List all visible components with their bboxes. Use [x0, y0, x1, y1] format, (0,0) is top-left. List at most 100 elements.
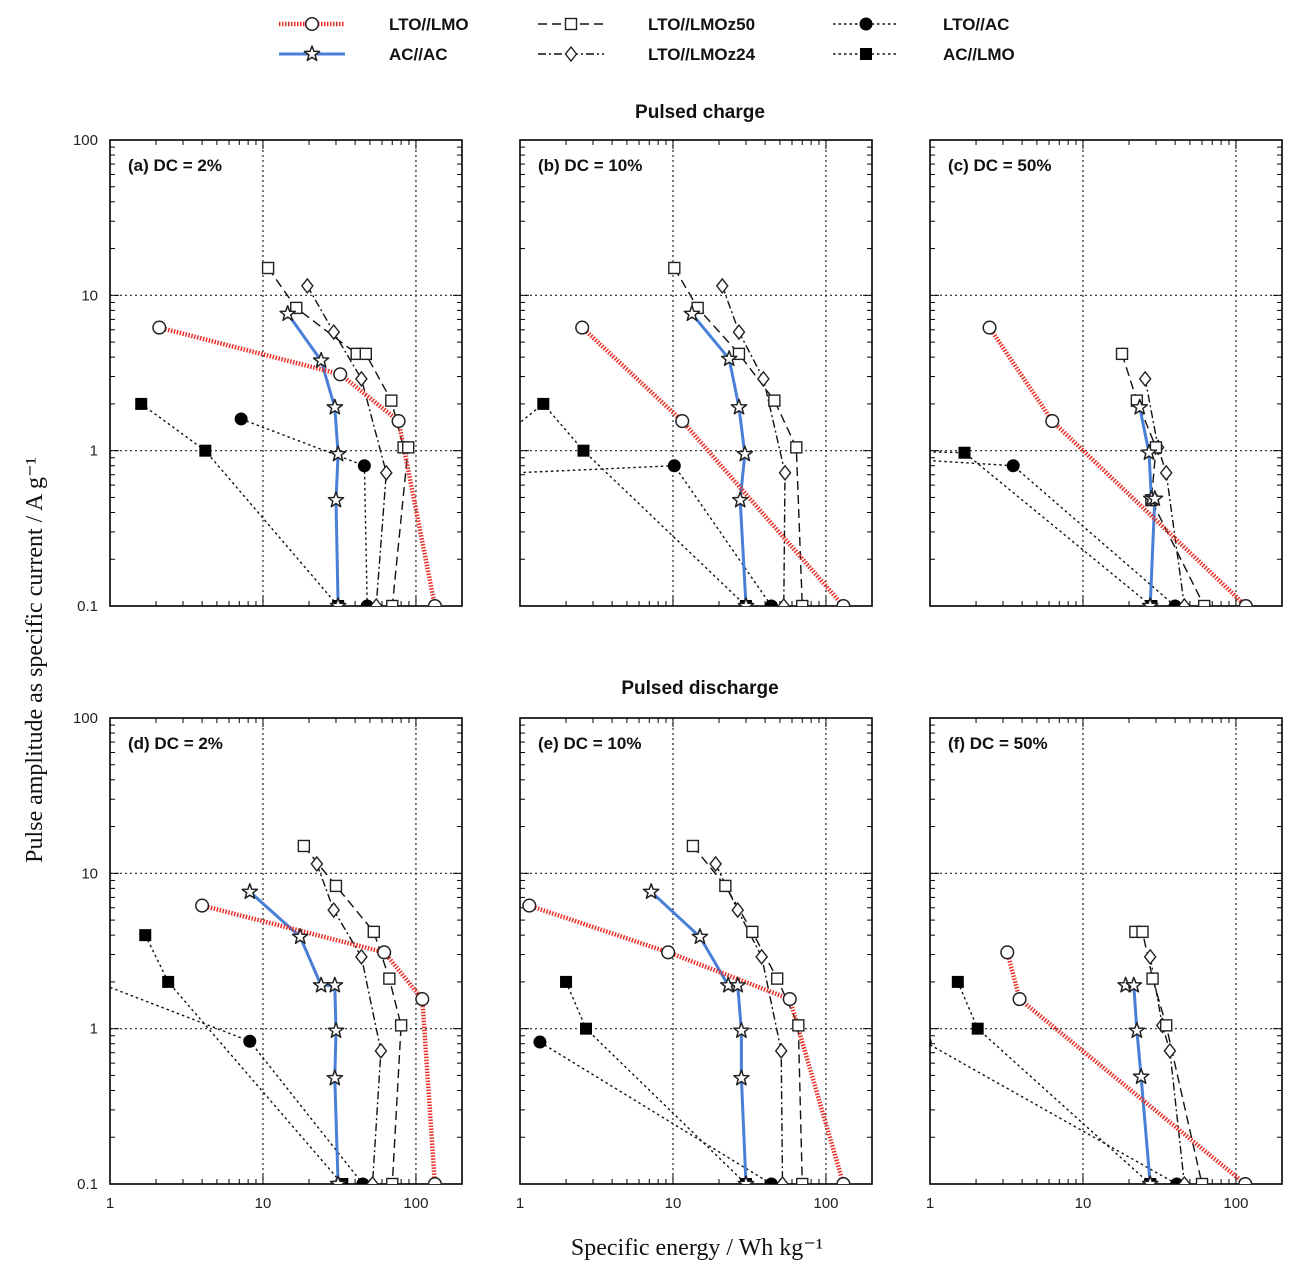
x-axis-title: Specific energy / Wh kg⁻¹ — [571, 1235, 823, 1261]
data-point-lto-lmoz50 — [1146, 972, 1159, 985]
data-point-ac-ac — [312, 351, 330, 368]
legend-label-ac-ac: AC//AC — [389, 45, 448, 64]
data-point-ac-ac — [1128, 1021, 1146, 1038]
data-point-ac-ac — [683, 305, 701, 322]
data-point-lto-ac — [764, 599, 778, 606]
x-tick-label: 10 — [1075, 1195, 1092, 1212]
series-group — [522, 839, 851, 1184]
data-point-lto-lmo — [1000, 945, 1015, 960]
data-point-ac-ac — [731, 491, 749, 508]
data-point-lto-ac — [360, 599, 374, 606]
legend-label-lto-lmo: LTO//LMO — [389, 15, 469, 34]
series-line-lto-lmoz24 — [721, 285, 786, 606]
series-line-lto-ac — [240, 418, 368, 606]
data-point-lto-ac — [356, 1177, 370, 1184]
data-point-lto-lmo — [575, 320, 590, 335]
data-point-ac-lmo — [958, 446, 971, 459]
data-point-ac-ac — [737, 1175, 755, 1184]
data-point-ac-ac — [1125, 976, 1143, 993]
series-line-lto-lmoz24 — [714, 863, 784, 1184]
series-line-lto-ac — [930, 1044, 1178, 1184]
data-point-ac-lmo — [537, 397, 550, 410]
data-point-lto-lmo — [377, 945, 392, 960]
data-point-lto-lmo — [522, 898, 537, 913]
data-point-lto-lmoz24 — [732, 323, 746, 341]
data-point-ac-ac — [1132, 1068, 1150, 1085]
legend-label-lto-lmoz50: LTO//LMOz50 — [648, 15, 755, 34]
data-point-lto-lmoz24 — [774, 1042, 788, 1059]
data-point-ac-ac — [279, 305, 297, 322]
panels: 0.1 1 10 100 (a) DC = 2% (b) DC = 10% (c) DC =… — [73, 132, 1283, 1212]
data-point-lto-lmoz24 — [310, 855, 324, 873]
data-point-ac-ac — [1140, 443, 1158, 460]
panel-frame — [109, 717, 463, 1185]
data-point-ac-lmo — [468, 454, 479, 465]
data-point-ac-ac — [327, 491, 345, 508]
data-point-lto-lmoz50 — [1136, 925, 1149, 939]
legend: LTO//LMO LTO//LMOz50 LTO//AC AC//AC LTO//LMO… — [279, 15, 1015, 64]
data-point-ac-lmo — [139, 929, 152, 942]
series-group — [878, 320, 1253, 606]
data-point-lto-lmo — [661, 945, 676, 960]
x-tick-label: 10 — [665, 1195, 682, 1212]
series-group — [468, 261, 851, 606]
data-point-lto-lmo — [836, 1176, 851, 1184]
data-point-lto-lmo — [415, 992, 430, 1007]
legend-marker-lto-lmoz50 — [564, 17, 578, 31]
data-point-ac-ac — [1146, 490, 1164, 507]
series-line-lto-lmoz24 — [316, 863, 382, 1184]
series-line-lto-lmoz50 — [1121, 353, 1205, 606]
data-point-lto-lmo — [427, 598, 442, 606]
data-point-ac-lmo — [971, 1022, 984, 1035]
series-line-lto-lmo — [158, 325, 438, 606]
data-point-ac-ac — [329, 1175, 347, 1184]
data-point-lto-lmoz24 — [715, 277, 729, 295]
series-line-ac-ac — [690, 312, 748, 606]
data-point-lto-lmoz50 — [1115, 347, 1129, 361]
data-point-lto-lmoz24 — [757, 370, 770, 387]
data-point-ac-ac — [1131, 398, 1149, 415]
data-point-lto-ac — [1006, 459, 1020, 473]
legend-entry-ac-ac: AC//AC — [279, 45, 448, 64]
data-point-lto-ac — [878, 452, 890, 464]
data-point-ac-ac — [326, 398, 344, 415]
panel-frame — [929, 717, 1283, 1185]
panel-1: 0.1 1 10 100 (a) DC = 2% — [73, 132, 463, 615]
data-point-lto-lmo — [675, 414, 690, 429]
data-point-ac-ac — [691, 928, 709, 945]
data-point-lto-lmoz50 — [732, 347, 746, 361]
y-tick-label: 1 — [90, 1021, 98, 1038]
data-point-ac-lmo — [577, 444, 590, 457]
data-point-lto-lmoz50 — [1160, 1019, 1173, 1032]
data-point-lto-lmo — [1238, 1176, 1253, 1184]
series-line-lto-lmoz50 — [303, 845, 402, 1184]
series-line-ac-ac — [1125, 983, 1152, 1184]
data-point-lto-lmoz50 — [770, 972, 784, 985]
panel-frame — [519, 717, 873, 1185]
data-point-lto-lmo — [333, 367, 348, 382]
series-group — [930, 925, 1253, 1184]
data-point-lto-lmoz24 — [755, 948, 769, 965]
data-point-lto-lmoz50 — [386, 599, 399, 606]
data-point-lto-lmo — [152, 320, 167, 335]
data-point-ac-lmo — [560, 975, 573, 988]
x-tick-label: 100 — [1223, 1195, 1248, 1212]
data-point-ac-ac — [329, 445, 347, 462]
legend-entry-lto-ac: LTO//AC — [833, 15, 1009, 34]
series-line-lto-ac — [930, 459, 1176, 606]
data-point-lto-lmoz24 — [1177, 597, 1191, 606]
data-point-lto-ac — [1168, 599, 1182, 606]
x-tick-label: 1 — [516, 1195, 524, 1212]
series-line-lto-lmo — [201, 903, 438, 1184]
data-point-ac-lmo — [162, 975, 175, 988]
data-point-ac-lmo — [579, 1022, 592, 1035]
data-point-lto-lmoz24 — [776, 1175, 789, 1184]
y-tick-label: 0.1 — [77, 1176, 98, 1193]
data-point-ac-ac — [733, 1069, 750, 1086]
data-point-lto-lmoz24 — [355, 370, 368, 387]
legend-label-lto-lmoz24: LTO//LMOz24 — [648, 45, 756, 64]
data-point-lto-ac — [468, 469, 480, 481]
data-point-ac-lmo — [135, 397, 148, 410]
data-point-lto-lmoz24 — [731, 901, 745, 919]
series-group — [135, 261, 442, 606]
